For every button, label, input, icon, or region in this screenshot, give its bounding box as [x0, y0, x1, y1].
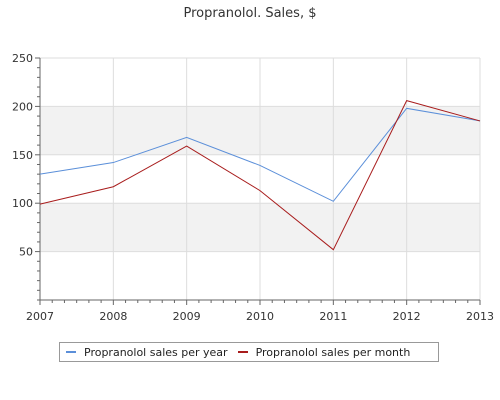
legend-label-series-2: Propranolol sales per month [255, 345, 411, 359]
series-lines [39, 99, 481, 251]
x-tick-label: 2008 [99, 310, 127, 323]
chart-title: Propranolol. Sales, $ [183, 6, 317, 21]
x-tick-label: 2010 [246, 310, 274, 323]
x-tick-label: 2012 [393, 310, 421, 323]
y-tick-label: 200 [12, 100, 33, 113]
legend-item-series-1[interactable]: Propranolol sales per year [66, 346, 228, 359]
series-line-1 [39, 107, 481, 202]
legend: Propranolol sales per year Propranolol s… [59, 342, 439, 362]
tick-labels: 50 100 150 200 250 2007 2008 2009 2010 2011 2012 20… [12, 52, 494, 323]
x-tick-label: 2009 [173, 310, 201, 323]
x-tick-label: 2011 [319, 310, 347, 323]
y-tick-label: 50 [19, 246, 33, 259]
grid-lines [40, 57, 481, 300]
legend-item-series-2[interactable]: Propranolol sales per month [237, 345, 411, 359]
y-tick-label: 250 [12, 52, 33, 65]
y-tick-label: 150 [12, 149, 33, 162]
series-line-2 [39, 99, 481, 251]
axes [35, 57, 481, 305]
x-tick-label: 2013 [466, 310, 494, 323]
legend-swatch-series-2 [237, 351, 248, 353]
legend-label-series-1: Propranolol sales per year [84, 345, 228, 359]
y-tick-label: 100 [12, 197, 33, 210]
legend-swatch-series-1 [66, 351, 76, 353]
x-tick-label: 2007 [26, 310, 54, 323]
